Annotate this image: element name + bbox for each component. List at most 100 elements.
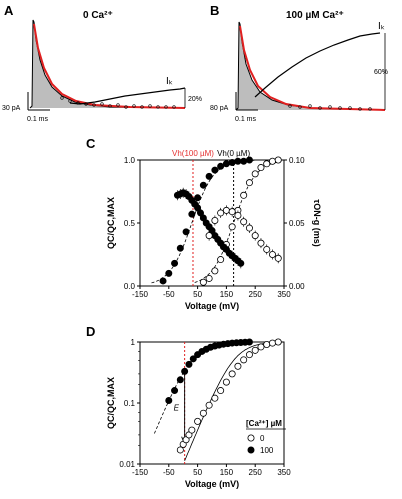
- chart-c-point-s1-11: [263, 160, 271, 168]
- chart-c-y-right-tick-label: 0.00: [289, 282, 305, 291]
- panel-a-scale-x-label: 0.1 ms: [27, 116, 49, 123]
- panel-a-scale-y-label: 30 pA: [2, 105, 21, 112]
- panel-a-gating-current-trace: [29, 19, 181, 109]
- panel-b: B 100 µM Ca²⁺ Iₖ 60% 80 pA 0.1 ms: [210, 3, 388, 123]
- chart-d-point-s1-7: [205, 401, 213, 409]
- chart-c-x-tick-label: 50: [193, 290, 202, 299]
- chart-d-point-s1-8: [211, 394, 219, 402]
- chart-d-x-tick-label: -150: [132, 468, 149, 477]
- chart-d-x-tick-label: -50: [163, 468, 175, 477]
- chart-c-x-axis-label: Voltage (mV): [185, 301, 239, 311]
- chart-c-point-s1-8: [245, 179, 253, 187]
- chart-c-x-tick-label: 350: [277, 290, 291, 299]
- panel-a-percent: 20%: [188, 96, 202, 103]
- panel-letter-c: C: [86, 136, 96, 151]
- chart-d-point-s0-0: [165, 396, 173, 404]
- panel-a-ik-label: Iₖ: [166, 76, 173, 87]
- chart-d-point-s1-14: [245, 351, 253, 359]
- chart-d-point-s0-18: [245, 338, 253, 346]
- chart-c-y-right-tick-label: 0.05: [289, 219, 305, 228]
- chart-d-x-axis-label: Voltage (mV): [185, 479, 239, 489]
- chart-d-point-s1-17: [263, 340, 271, 348]
- chart-c-point-s1-3: [217, 256, 225, 264]
- chart-c-point-s0-15: [245, 156, 253, 164]
- panel-b-ik-trace: [254, 32, 381, 98]
- chart-d-point-s1-16: [257, 343, 265, 351]
- chart-d-fit-open: [184, 341, 282, 461]
- chart-c-point-s3-5: [234, 211, 242, 219]
- chart-c-y-axis-label: QC/QC,MAX: [106, 197, 116, 249]
- chart-c-point-s0-5: [188, 210, 196, 218]
- chart-c-point-s0-10: [217, 162, 225, 170]
- panel-letter-d: D: [86, 324, 95, 339]
- chart-c-point-s0-9: [211, 166, 219, 174]
- chart-c-y-tick-label: 0.0: [124, 282, 136, 291]
- chart-c-point-s0-6: [194, 194, 202, 202]
- chart-c-x-tick-label: 250: [249, 290, 263, 299]
- chart-c-point-s3-12: [274, 254, 282, 262]
- chart-c-point-s3-11: [268, 250, 276, 258]
- chart-c-point-s1-5: [228, 223, 236, 231]
- chart-c-point-s1-2: [211, 267, 219, 275]
- chart-c-point-s3-9: [257, 239, 265, 247]
- chart-c-point-s0-0: [159, 277, 167, 285]
- chart-c-vh-black-label: Vh(0 µM): [217, 149, 250, 158]
- chart-c-point-s3-7: [245, 224, 253, 232]
- chart-c-point-s3-10: [263, 245, 271, 253]
- panel-a-open-dots: [60, 96, 176, 109]
- chart-d-legend-entry-0: 0: [260, 434, 265, 443]
- chart-d-fit-filled: [154, 341, 256, 434]
- chart-c-point-s0-11: [222, 160, 230, 168]
- chart-d-y-tick-label: 0.01: [119, 460, 135, 469]
- chart-d-point-s1-0: [176, 446, 184, 454]
- chart-d-point-s1-18: [268, 339, 276, 347]
- chart-c-point-s0-1: [165, 269, 173, 277]
- chart-d-y-axis-label: QC/QC,MAX: [106, 377, 116, 429]
- chart-d-point-s0-4: [185, 360, 193, 368]
- chart-c-point-s0-8: [205, 172, 213, 180]
- chart-d-point-s0-5: [189, 355, 197, 363]
- chart-d-point-s1-13: [240, 356, 248, 364]
- chart-c-point-s0-12: [228, 159, 236, 167]
- panel-d-chart: -150 -50 50 150 250 350 0.01 0.1 1 Voltage (mV) QC…: [106, 338, 291, 489]
- chart-d-y-tick-label: 1: [131, 338, 136, 347]
- chart-c-point-s1-10: [257, 164, 265, 172]
- panel-a-gating-current-fill: [30, 20, 180, 108]
- chart-c-point-s0-14: [240, 157, 248, 165]
- chart-d-point-s1-12: [234, 362, 242, 370]
- chart-c-y-right-axis-label: τON-g (ms): [312, 199, 322, 247]
- chart-c-point-s1-1: [205, 274, 213, 282]
- panel-b-exponential-fit: [239, 25, 386, 111]
- chart-d-point-s1-9: [217, 387, 225, 395]
- chart-d-legend-title: [Ca²⁺] µM: [246, 419, 282, 428]
- chart-c-point-s3-1: [211, 216, 219, 224]
- chart-c-point-s3-8: [251, 232, 259, 240]
- chart-c-x-tick-label: 150: [220, 290, 234, 299]
- chart-c-point-s1-12: [268, 157, 276, 165]
- chart-c-point-s3-0: [205, 232, 213, 240]
- chart-c-point-s0-2: [171, 259, 179, 267]
- chart-c-point-s0-4: [182, 228, 190, 236]
- chart-c-point-s3-2: [217, 209, 225, 217]
- chart-c-x-tick-label: -150: [132, 290, 149, 299]
- chart-d-point-s1-11: [228, 370, 236, 378]
- chart-c-vh-red-label: Vh(100 µM): [172, 149, 214, 158]
- chart-c-frame: [139, 159, 285, 287]
- chart-c-y-tick-label: 1.0: [124, 156, 136, 165]
- panel-letter-a: A: [4, 3, 14, 18]
- chart-c-point-s2-22: [237, 259, 245, 267]
- chart-d-point-s0-2: [176, 376, 184, 384]
- panel-b-percent: 60%: [374, 69, 388, 76]
- chart-d-point-s1-19: [274, 338, 282, 346]
- chart-d-point-s1-15: [251, 346, 259, 354]
- chart-c-y-right-tick-label: 0.10: [289, 156, 305, 165]
- panel-b-open-dots: [288, 104, 372, 111]
- panel-a-title: 0 Ca²⁺: [83, 10, 113, 21]
- panel-b-title: 100 µM Ca²⁺: [286, 10, 344, 21]
- chart-c-point-s0-3: [176, 244, 184, 252]
- chart-c-point-s3-4: [228, 208, 236, 216]
- chart-c-point-s1-0: [199, 278, 207, 286]
- chart-c-point-s3-3: [222, 206, 230, 214]
- chart-d-x-tick-label: 150: [220, 468, 234, 477]
